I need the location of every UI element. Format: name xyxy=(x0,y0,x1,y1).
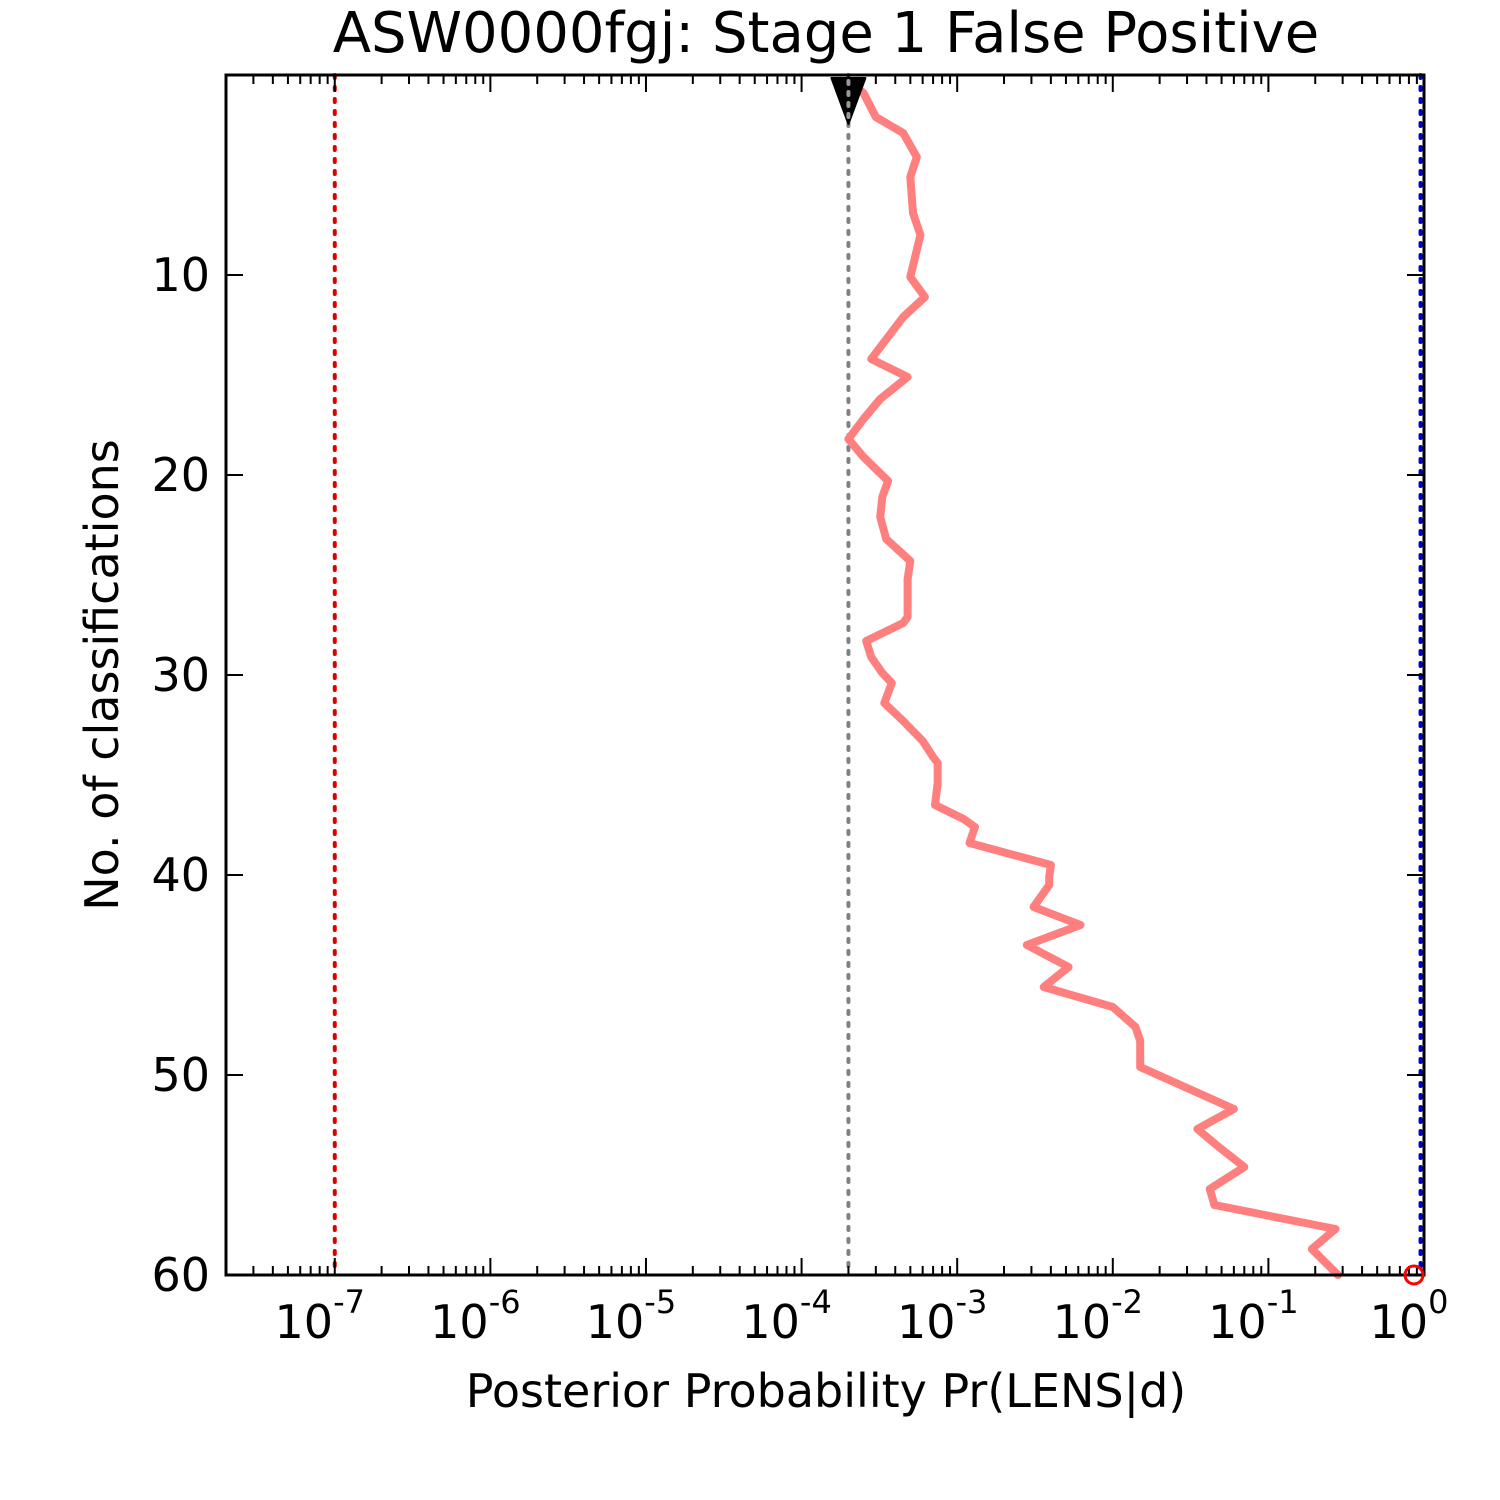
x-tick-label: 10-6 xyxy=(430,1283,520,1349)
y-tick-label: 50 xyxy=(151,1048,210,1102)
x-tick-base: 10 xyxy=(1370,1295,1429,1349)
x-tick-base: 10 xyxy=(741,1295,800,1349)
end-marker-circle xyxy=(1403,1264,1425,1286)
x-tick-exponent: -6 xyxy=(489,1283,521,1321)
chart-title: ASW0000fgj: Stage 1 False Positive xyxy=(333,1,1320,66)
x-tick-label: 10-1 xyxy=(1208,1283,1298,1349)
x-tick-exponent: 0 xyxy=(1428,1283,1448,1321)
x-tick-exponent: -5 xyxy=(644,1283,676,1321)
markers-layer xyxy=(830,77,1425,1286)
x-axis-label: Posterior Probability Pr(LENS|d) xyxy=(466,1364,1186,1419)
x-tick-label: 10-4 xyxy=(741,1283,831,1349)
series-layer xyxy=(844,77,1342,1279)
reference-lines xyxy=(332,73,1423,1277)
series-line-0 xyxy=(844,77,1342,1279)
y-axis-label: No. of classifications xyxy=(75,439,129,910)
x-tick-label: 10-5 xyxy=(586,1283,676,1349)
x-tick-base: 10 xyxy=(586,1295,645,1349)
x-tick-exponent: -4 xyxy=(800,1283,832,1321)
x-tick-exponent: -3 xyxy=(956,1283,988,1321)
x-tick-label: 10-3 xyxy=(897,1283,987,1349)
minor-ticks xyxy=(225,75,1418,1275)
y-tick-label: 10 xyxy=(151,248,210,302)
x-tick-label: 100 xyxy=(1370,1283,1449,1349)
x-tick-exponent: -7 xyxy=(333,1283,365,1321)
y-tick-label: 60 xyxy=(151,1248,210,1302)
x-tick-labels: 10-7 10-6 10-5 10-4 10-3 10-2 10-1 100 xyxy=(275,1283,1449,1349)
x-tick-base: 10 xyxy=(897,1295,956,1349)
x-tick-base: 10 xyxy=(1208,1295,1267,1349)
x-tick-label: 10-2 xyxy=(1053,1283,1143,1349)
x-tick-base: 10 xyxy=(430,1295,489,1349)
y-tick-label: 20 xyxy=(151,448,210,502)
x-tick-label: 10-7 xyxy=(275,1283,365,1349)
x-tick-exponent: -2 xyxy=(1111,1283,1143,1321)
y-tick-label: 40 xyxy=(151,848,210,902)
y-tick-label: 30 xyxy=(151,648,210,702)
plot-frame xyxy=(224,73,1426,1277)
x-tick-base: 10 xyxy=(1053,1295,1112,1349)
x-tick-exponent: -1 xyxy=(1267,1283,1299,1321)
y-tick-labels: 10 20 30 40 50 60 xyxy=(151,248,210,1302)
major-ticks xyxy=(226,75,1425,1276)
x-tick-base: 10 xyxy=(275,1295,334,1349)
